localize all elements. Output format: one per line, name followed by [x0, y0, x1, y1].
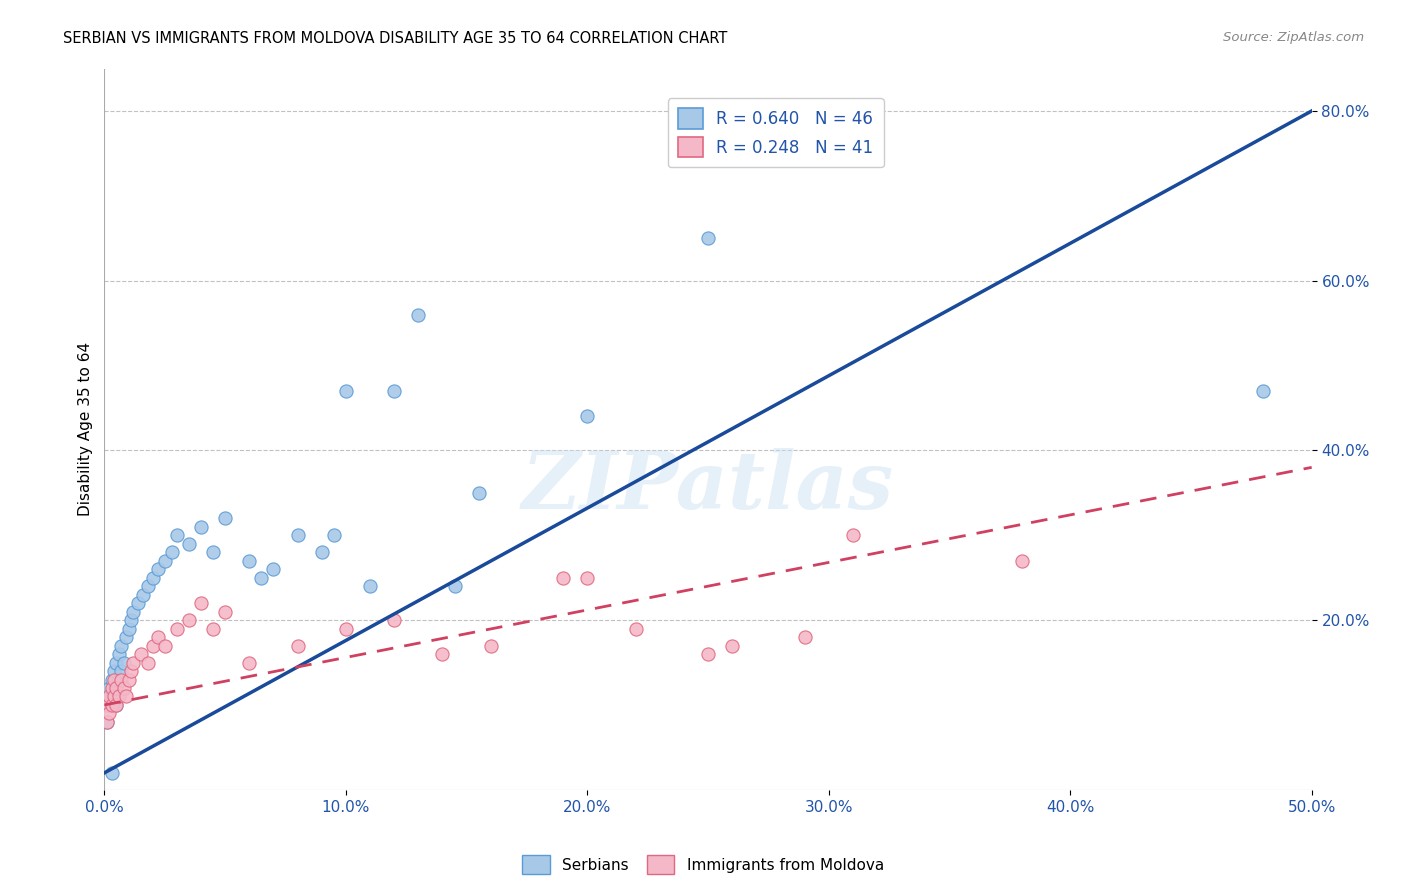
- Point: [177, 613, 200, 627]
- Point: [335, 384, 357, 398]
- Point: [110, 673, 132, 687]
- Point: [100, 765, 122, 780]
- Point: [166, 528, 188, 542]
- Point: [262, 562, 284, 576]
- Point: [793, 630, 815, 644]
- Point: [214, 511, 236, 525]
- Point: [100, 673, 122, 687]
- Legend: Serbians, Immigrants from Moldova: Serbians, Immigrants from Moldova: [516, 849, 890, 880]
- Point: [98, 706, 121, 721]
- Point: [96, 714, 118, 729]
- Point: [287, 639, 309, 653]
- Point: [110, 639, 132, 653]
- Point: [287, 528, 309, 542]
- Point: [110, 664, 132, 678]
- Point: [190, 520, 212, 534]
- Text: ZIPatlas: ZIPatlas: [522, 448, 894, 525]
- Point: [1011, 554, 1033, 568]
- Point: [146, 630, 169, 644]
- Point: [624, 622, 647, 636]
- Point: [382, 384, 405, 398]
- Point: [132, 588, 155, 602]
- Point: [117, 622, 139, 636]
- Point: [108, 647, 131, 661]
- Point: [160, 545, 183, 559]
- Point: [842, 528, 865, 542]
- Point: [202, 622, 225, 636]
- Point: [467, 485, 489, 500]
- Point: [153, 639, 176, 653]
- Point: [721, 639, 744, 653]
- Point: [697, 231, 720, 245]
- Point: [96, 714, 118, 729]
- Point: [103, 681, 125, 695]
- Point: [576, 571, 599, 585]
- Point: [122, 605, 145, 619]
- Point: [115, 630, 138, 644]
- Point: [166, 622, 188, 636]
- Point: [177, 537, 200, 551]
- Point: [127, 596, 149, 610]
- Point: [1253, 384, 1275, 398]
- Point: [311, 545, 333, 559]
- Point: [153, 554, 176, 568]
- Point: [697, 647, 720, 661]
- Point: [238, 554, 260, 568]
- Point: [432, 647, 454, 661]
- Point: [98, 681, 121, 695]
- Point: [322, 528, 344, 542]
- Point: [100, 681, 122, 695]
- Point: [120, 664, 142, 678]
- Point: [136, 579, 159, 593]
- Point: [115, 690, 138, 704]
- Point: [108, 690, 131, 704]
- Point: [250, 571, 273, 585]
- Point: [105, 698, 128, 712]
- Point: [129, 647, 152, 661]
- Point: [335, 622, 357, 636]
- Point: [146, 562, 169, 576]
- Y-axis label: Disability Age 35 to 64: Disability Age 35 to 64: [79, 343, 93, 516]
- Point: [122, 656, 145, 670]
- Point: [406, 308, 429, 322]
- Point: [103, 664, 125, 678]
- Point: [238, 656, 260, 670]
- Point: [105, 656, 128, 670]
- Point: [103, 673, 125, 687]
- Point: [108, 673, 131, 687]
- Point: [576, 409, 599, 424]
- Point: [105, 698, 128, 712]
- Point: [142, 639, 165, 653]
- Point: [100, 698, 122, 712]
- Point: [479, 639, 502, 653]
- Point: [443, 579, 465, 593]
- Point: [98, 698, 121, 712]
- Point: [382, 613, 405, 627]
- Point: [359, 579, 381, 593]
- Point: [112, 681, 135, 695]
- Point: [117, 673, 139, 687]
- Point: [553, 571, 575, 585]
- Point: [142, 571, 165, 585]
- Legend: R = 0.640   N = 46, R = 0.248   N = 41: R = 0.640 N = 46, R = 0.248 N = 41: [668, 98, 883, 168]
- Point: [105, 681, 128, 695]
- Point: [214, 605, 236, 619]
- Point: [202, 545, 225, 559]
- Text: Source: ZipAtlas.com: Source: ZipAtlas.com: [1223, 31, 1364, 45]
- Point: [98, 690, 121, 704]
- Point: [100, 690, 122, 704]
- Point: [120, 613, 142, 627]
- Point: [112, 656, 135, 670]
- Point: [190, 596, 212, 610]
- Point: [103, 690, 125, 704]
- Text: SERBIAN VS IMMIGRANTS FROM MOLDOVA DISABILITY AGE 35 TO 64 CORRELATION CHART: SERBIAN VS IMMIGRANTS FROM MOLDOVA DISAB…: [63, 31, 728, 46]
- Point: [96, 698, 118, 712]
- Point: [136, 656, 159, 670]
